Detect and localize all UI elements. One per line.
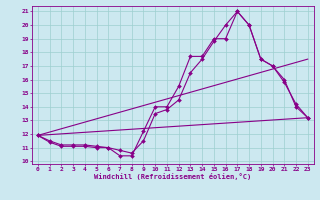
X-axis label: Windchill (Refroidissement éolien,°C): Windchill (Refroidissement éolien,°C) (94, 173, 252, 180)
